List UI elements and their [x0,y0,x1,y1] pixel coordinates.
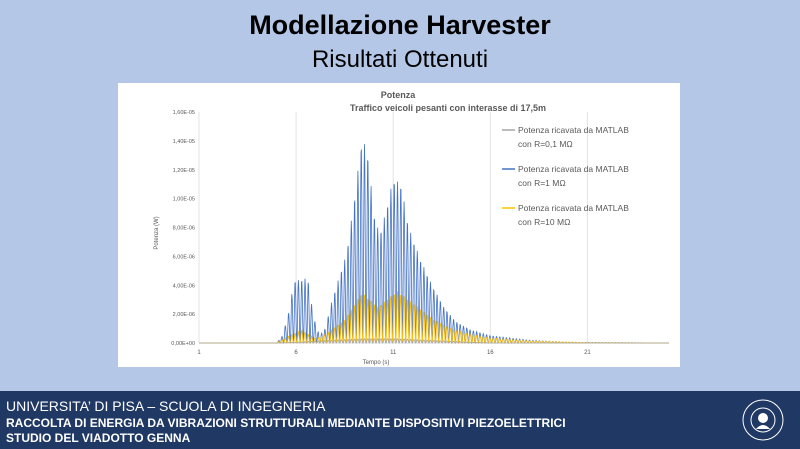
chart-title: Potenza [381,90,417,100]
x-tick-label: 11 [390,350,397,356]
y-tick-label: 2,00E-06 [173,312,195,318]
series-line-0 [199,338,669,344]
footer-university: UNIVERSITA’ DI PISA – SCUOLA DI INGEGNER… [6,398,326,414]
legend-label-0-line2: con R=0,1 MΩ [518,139,573,149]
chart-svg: Potenza Traffico veicoli pesanti con int… [154,90,669,366]
y-tick-label: 8,00E-06 [173,226,195,232]
x-tick-label: 21 [584,350,591,356]
footer-subtitle: STUDIO DEL VIADOTTO GENNA [6,431,191,445]
legend-label-1-line2: con R=1 MΩ [518,178,566,188]
chart: Potenza Traffico veicoli pesanti con int… [118,83,680,367]
legend-label-0: Potenza ricavata da MATLAB [518,125,629,135]
x-tick-label: 16 [487,350,494,356]
legend-label-2: Potenza ricavata da MATLAB [518,203,629,213]
chart-subtitle: Traffico veicoli pesanti con interasse d… [350,103,546,113]
y-tick-label: 1,40E-05 [173,139,195,145]
y-tick-label: 1,20E-05 [173,168,195,174]
x-axis-label: Tempo (s) [363,360,390,366]
y-tick-label: 4,00E-06 [173,283,195,289]
y-axis-label: Potenza (W) [154,216,160,249]
footer-thesis-title: RACCOLTA DI ENERGIA DA VIBRAZIONI STRUTT… [6,416,566,430]
legend-label-2-line2: con R=10 MΩ [518,217,570,227]
y-tick-label: 0,00E+00 [171,341,195,347]
y-tick-label: 1,00E-05 [173,197,195,203]
slide-title: Modellazione Harvester [249,10,551,40]
y-tick-label: 6,00E-06 [173,254,195,260]
x-tick-label: 6 [294,350,298,356]
slide-subtitle: Risultati Ottenuti [311,46,489,73]
y-tick-label: 1,60E-05 [173,110,195,116]
legend-label-1: Potenza ricavata da MATLAB [518,164,629,174]
university-seal-logo [742,399,784,441]
footer: UNIVERSITA’ DI PISA – SCUOLA DI INGEGNER… [0,391,800,449]
x-tick-label: 1 [197,350,201,356]
